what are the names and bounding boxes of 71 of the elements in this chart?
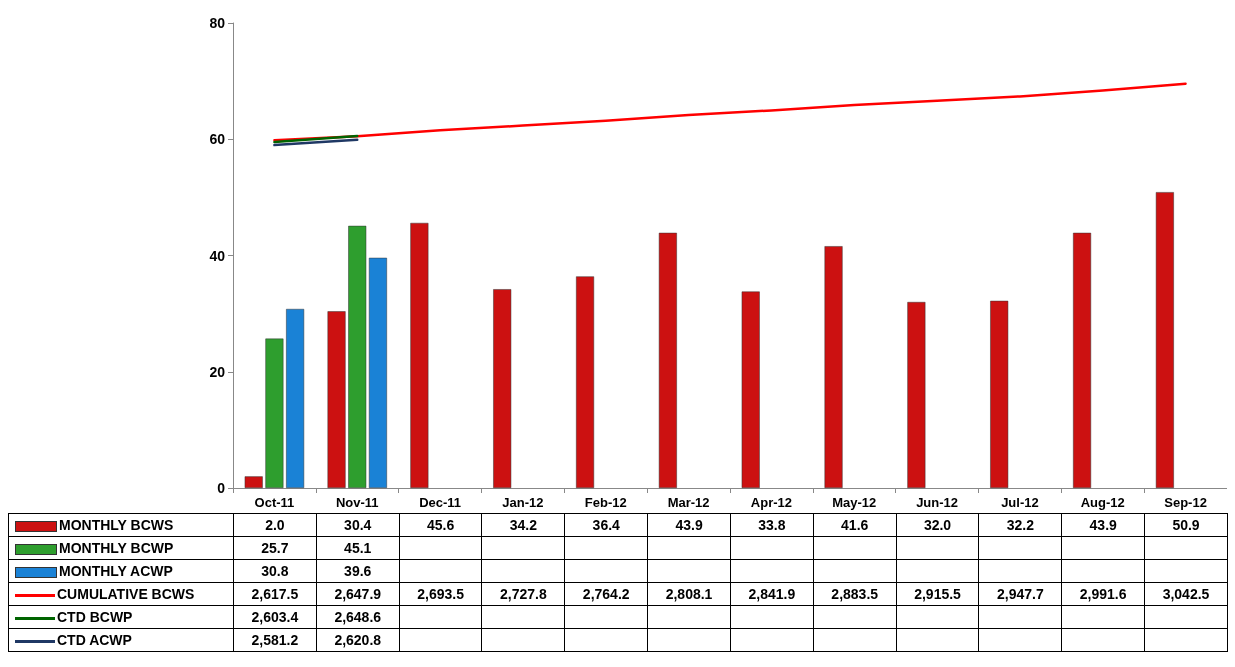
legend-label: MONTHLY BCWP bbox=[59, 540, 174, 556]
bar bbox=[493, 289, 512, 488]
data-label: 2,617.5 bbox=[233, 582, 317, 606]
data-label: 2,991.6 bbox=[1061, 582, 1145, 606]
x-tick-label: Sep-12 bbox=[1164, 495, 1207, 510]
y-tick-label: 60 bbox=[209, 131, 226, 148]
x-tick-label: Feb-12 bbox=[584, 495, 627, 510]
data-label: 2,764.2 bbox=[564, 582, 648, 606]
data-label: 2,603.4 bbox=[233, 605, 317, 629]
data-label: 32.0 bbox=[896, 513, 979, 537]
data-label: 2,915.5 bbox=[896, 582, 979, 606]
data-label: 34.2 bbox=[481, 513, 565, 537]
data-label: 45.1 bbox=[316, 536, 400, 560]
bar bbox=[658, 232, 677, 488]
data-label: 41.6 bbox=[813, 513, 897, 537]
data-label: 2.0 bbox=[233, 513, 317, 537]
x-tick-label: Nov-11 bbox=[335, 495, 379, 510]
x-tick-label: Dec-11 bbox=[419, 495, 462, 510]
data-label: 30.4 bbox=[316, 513, 400, 537]
data-label: 2,620.8 bbox=[316, 628, 400, 652]
data-label: 3,042.5 bbox=[1144, 582, 1228, 606]
x-tick-label: Jun-12 bbox=[916, 495, 959, 510]
x-tick-label: May-12 bbox=[832, 495, 877, 510]
bar bbox=[1155, 192, 1174, 488]
x-tick-label: Oct-11 bbox=[254, 495, 295, 510]
data-label: 2,727.8 bbox=[481, 582, 565, 606]
bar bbox=[286, 308, 305, 488]
legend-label: MONTHLY ACWP bbox=[59, 563, 173, 579]
data-label: 25.7 bbox=[233, 536, 317, 560]
bar bbox=[741, 291, 760, 488]
data-label: 32.2 bbox=[978, 513, 1062, 537]
data-label: 2,693.5 bbox=[399, 582, 482, 606]
x-tick-label: Aug-12 bbox=[1080, 495, 1125, 510]
x-tick-label: Apr-12 bbox=[750, 495, 793, 510]
x-tick-label: Jul-12 bbox=[1001, 495, 1039, 510]
bar bbox=[824, 246, 843, 488]
data-label: 50.9 bbox=[1144, 513, 1228, 537]
bar bbox=[327, 311, 346, 488]
y-tick-label: 80 bbox=[209, 15, 226, 31]
legend-label: MONTHLY BCWS bbox=[59, 517, 174, 533]
data-label: 2,808.1 bbox=[647, 582, 731, 606]
y-tick-label: 20 bbox=[209, 363, 226, 380]
bar bbox=[990, 300, 1009, 488]
data-label: 2,648.6 bbox=[316, 605, 400, 629]
bar bbox=[410, 222, 429, 488]
legend-label: CTD ACWP bbox=[57, 632, 132, 648]
y-tick-label: 40 bbox=[209, 247, 226, 264]
legend-label: CUMULATIVE BCWS bbox=[57, 586, 195, 602]
x-tick-label: Mar-12 bbox=[667, 495, 710, 510]
data-label: 2,581.2 bbox=[233, 628, 317, 652]
bar bbox=[1073, 232, 1092, 488]
bar bbox=[265, 338, 284, 488]
legend-label: CTD BCWP bbox=[57, 609, 133, 625]
data-label: 2,883.5 bbox=[813, 582, 897, 606]
data-label: 33.8 bbox=[730, 513, 814, 537]
bar bbox=[907, 302, 926, 488]
data-label: 2,841.9 bbox=[730, 582, 814, 606]
bar bbox=[368, 257, 387, 488]
data-label: 36.4 bbox=[564, 513, 648, 537]
data-label: 2,647.9 bbox=[316, 582, 400, 606]
y-tick-label: 0 bbox=[217, 480, 226, 496]
data-label: 45.6 bbox=[399, 513, 482, 537]
data-label: 43.9 bbox=[647, 513, 731, 537]
bar bbox=[348, 225, 367, 488]
data-label: 39.6 bbox=[316, 559, 400, 583]
data-label: 2,947.7 bbox=[978, 582, 1062, 606]
data-label: 30.8 bbox=[233, 559, 317, 583]
bar bbox=[576, 276, 595, 488]
bar bbox=[244, 476, 263, 488]
data-label: 43.9 bbox=[1061, 513, 1145, 537]
x-tick-label: Jan-12 bbox=[502, 495, 544, 510]
